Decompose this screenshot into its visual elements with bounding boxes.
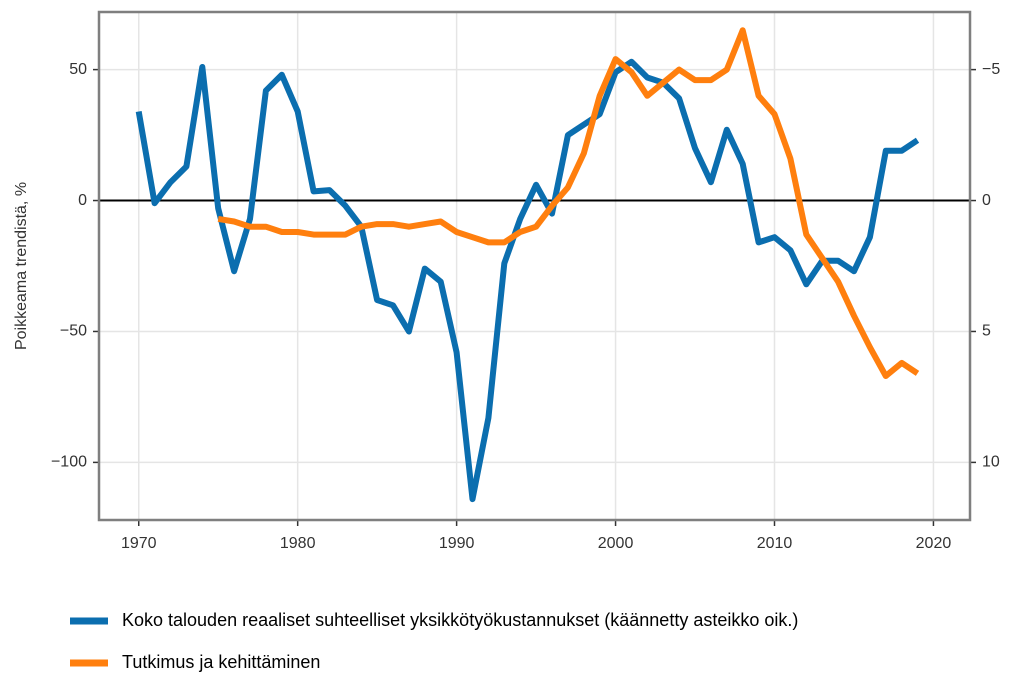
y-tick-label: −50 — [60, 323, 87, 340]
y-tick-label: 0 — [78, 192, 87, 209]
plot-border — [97, 10, 972, 522]
y2-tick-label: 0 — [982, 192, 991, 209]
x-tick-label: 1970 — [121, 535, 157, 552]
y-tick-label: 50 — [69, 61, 87, 78]
legend-label: Tutkimus ja kehittäminen — [122, 652, 320, 672]
y-axis-label: Poikkeama trendistä, % — [13, 182, 30, 350]
y2-tick-label: 10 — [982, 454, 1000, 471]
series-line — [135, 58, 920, 503]
series-line — [217, 27, 920, 379]
x-tick-label: 2020 — [916, 535, 952, 552]
x-tick-label: 1980 — [280, 535, 316, 552]
x-tick-label: 1990 — [439, 535, 475, 552]
y2-tick-label: −5 — [982, 61, 1000, 78]
y-tick-label: −100 — [51, 454, 87, 471]
x-tick-label: 2000 — [598, 535, 634, 552]
x-tick-label: 2010 — [757, 535, 793, 552]
legend-label: Koko talouden reaaliset suhteelliset yks… — [122, 610, 798, 630]
y2-tick-label: 5 — [982, 323, 991, 340]
